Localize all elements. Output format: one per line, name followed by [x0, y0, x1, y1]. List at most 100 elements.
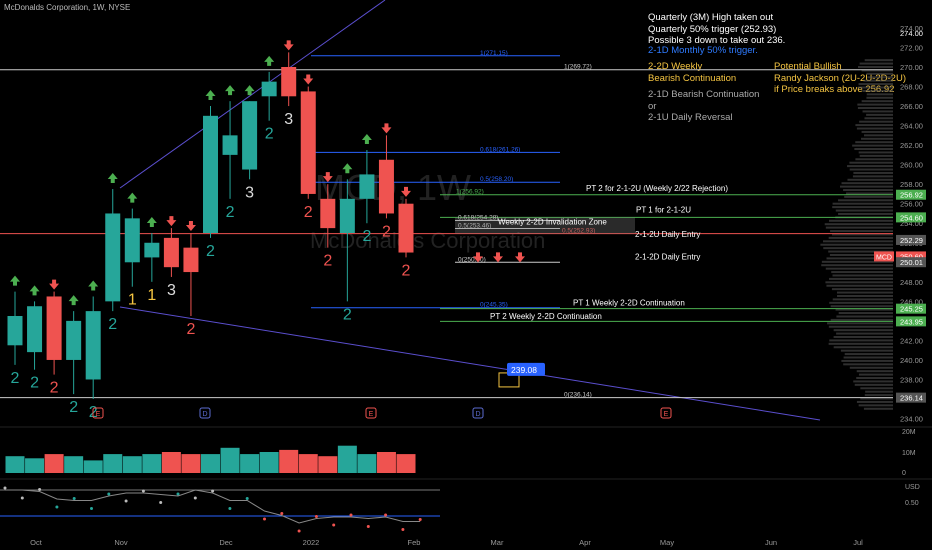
- volume-profile-bar: [860, 387, 893, 390]
- volume-bar: [357, 454, 377, 473]
- oscillator-line: [5, 489, 421, 524]
- volume-bar: [5, 456, 25, 473]
- note-daily: 2-1D Bearish Continuation or 2-1U Daily …: [648, 89, 759, 124]
- annotation-label: PT 2 for 2-1-2U (Weekly 2/22 Rejection): [586, 184, 728, 193]
- down-arrow-icon: [185, 221, 196, 231]
- volume-profile-bar: [830, 305, 893, 308]
- volume-bar: [279, 449, 299, 473]
- oscillator-dot: [55, 505, 59, 509]
- event-marker-label: D: [475, 411, 480, 418]
- level-label: 1(256.92): [456, 189, 484, 196]
- volume-bar: [103, 454, 123, 473]
- volume-profile-bar: [861, 69, 893, 72]
- up-arrow-icon: [68, 295, 79, 306]
- volume-profile-bar: [856, 377, 893, 380]
- strat-number: 2: [108, 316, 117, 333]
- strat-number: 3: [167, 282, 176, 299]
- volume-profile-bar: [857, 107, 893, 110]
- note-daily-line-2: or: [648, 100, 657, 112]
- volume-profile-bar: [830, 318, 893, 321]
- x-tick-label: Dec: [219, 538, 233, 547]
- volume-profile-bar: [843, 363, 893, 366]
- y-tick-label: 242.00: [900, 336, 923, 345]
- volume-profile-bar: [856, 127, 893, 130]
- oscillator-dot: [90, 507, 93, 510]
- volume-bar: [142, 454, 162, 473]
- strat-number: 2: [304, 204, 313, 221]
- x-tick-label: Jun: [765, 538, 777, 547]
- volume-profile-bar: [858, 373, 893, 376]
- volume-profile-bar: [833, 329, 893, 332]
- volume-profile-bar: [858, 83, 893, 86]
- oscillator-dot: [384, 513, 388, 517]
- price-badge-label: 274.00: [900, 29, 923, 38]
- volume-profile-bar: [866, 113, 893, 116]
- y-tick-label: 264.00: [900, 122, 923, 131]
- strat-number: 2: [323, 253, 332, 270]
- volume-tick-label: 20M: [902, 429, 916, 436]
- oscillator-dot: [3, 486, 7, 490]
- oscillator-dot: [176, 492, 180, 496]
- strat-number: 2: [362, 228, 371, 245]
- event-marker: [92, 407, 104, 419]
- volume-profile-bar: [825, 226, 893, 229]
- note-bullish: Potential Bullish Randy Jackson (2U-2U-2…: [774, 61, 906, 96]
- oscillator-dot: [38, 488, 42, 491]
- y-tick-label: 270.00: [900, 63, 923, 72]
- volume-profile-bar: [838, 199, 893, 202]
- volume-profile-bar: [836, 332, 893, 335]
- volume-profile-bar: [822, 240, 893, 243]
- volume-profile-bar: [844, 353, 893, 356]
- level-label: 0.618(261.26): [480, 146, 520, 153]
- channel-lower-line: [119, 306, 821, 421]
- price-badge-label: 236.14: [900, 394, 923, 403]
- oscillator-dot: [193, 496, 197, 500]
- event-marker-label: E: [369, 411, 374, 418]
- volume-bar: [122, 456, 142, 473]
- volume-profile-bar: [839, 185, 893, 188]
- up-arrow-icon: [264, 55, 275, 66]
- price-badge: [896, 234, 926, 245]
- price-badge-label: 245.25: [900, 305, 923, 314]
- volume-bar: [181, 454, 201, 473]
- event-marker: [365, 407, 377, 419]
- volume-bar: [376, 452, 396, 473]
- oscillator-dot: [314, 515, 318, 518]
- volume-profile-bar: [865, 390, 893, 393]
- volume-bar: [220, 447, 240, 473]
- candle-body: [85, 311, 101, 380]
- volume-profile-bar: [835, 209, 893, 212]
- strat-number: 1: [147, 287, 156, 304]
- down-arrow-icon: [493, 252, 503, 263]
- x-tick-label: Oct: [30, 538, 43, 547]
- strat-number: 2: [69, 399, 78, 416]
- oscillator-dot: [20, 496, 24, 500]
- down-arrow-icon: [166, 216, 177, 227]
- volume-bar: [64, 456, 84, 473]
- volume-profile-bar: [837, 294, 893, 297]
- volume-profile-bar: [866, 96, 893, 99]
- y-tick-label: 238.00: [900, 375, 923, 384]
- volume-profile-bar: [841, 182, 893, 185]
- volume-profile-bar: [831, 233, 893, 236]
- note-bullish-line-1: Potential Bullish: [774, 61, 842, 72]
- price-badge-label: 250.01: [900, 258, 923, 267]
- callout-label: 239.08: [511, 365, 537, 375]
- oscillator-dot: [280, 512, 284, 515]
- volume-profile-bar: [829, 253, 893, 256]
- volume-profile-bar: [854, 148, 893, 151]
- volume-profile-bar: [824, 223, 893, 226]
- volume-profile-bar: [853, 171, 893, 174]
- volume-profile-bar: [861, 137, 893, 140]
- price-badge: [896, 251, 926, 262]
- oscillator-dot: [211, 489, 215, 493]
- up-arrow-icon: [10, 275, 20, 286]
- note-bullish-line-3: if Price breaks above 256.92: [774, 84, 895, 95]
- price-badge-label: 256.92: [900, 191, 923, 200]
- strat-number: 3: [284, 111, 293, 128]
- event-marker-label: E: [664, 411, 669, 418]
- volume-profile-bar: [852, 144, 893, 147]
- volume-profile-bar: [864, 394, 893, 397]
- volume-profile-bar: [821, 264, 893, 267]
